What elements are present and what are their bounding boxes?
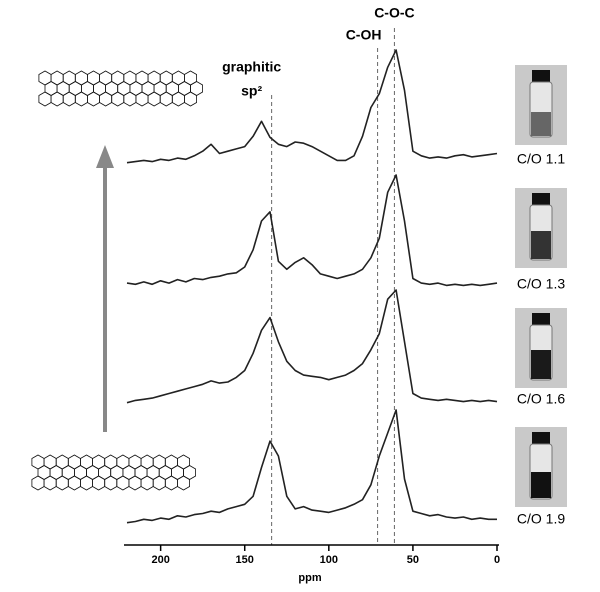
molecule-ring: [147, 91, 161, 107]
annotation-label: C-OH: [346, 27, 382, 43]
molecule-ring: [152, 475, 166, 491]
molecule-ring: [123, 91, 137, 107]
x-tick-label: 200: [151, 554, 169, 566]
molecule-ring: [99, 91, 113, 107]
molecule-ring: [74, 91, 88, 107]
molecule-ring: [164, 475, 178, 491]
spectrum-line: [126, 49, 498, 164]
x-tick-label: 50: [407, 554, 419, 566]
vial: [515, 65, 567, 145]
x-tick-label: 0: [494, 554, 500, 566]
molecule-ring: [62, 91, 76, 107]
molecule-ring: [135, 91, 149, 107]
series-label: C/O 1.6: [517, 391, 565, 407]
molecule-ring: [38, 91, 52, 107]
vial: [515, 308, 567, 388]
molecule-ring: [55, 475, 69, 491]
molecule-ring: [67, 475, 81, 491]
molecule-ring: [31, 475, 45, 491]
molecule-ring: [43, 475, 57, 491]
molecule-ring: [171, 91, 185, 107]
annotation-label: graphitic: [222, 59, 281, 75]
x-tick-label: 100: [320, 554, 338, 566]
decoration: [31, 65, 567, 507]
spectrum-line: [126, 174, 498, 287]
molecule-ring: [50, 91, 64, 107]
vial: [515, 427, 567, 507]
molecule-ring: [140, 475, 154, 491]
molecule-ring: [80, 475, 93, 491]
vial: [515, 188, 567, 268]
arrow-head: [96, 145, 114, 168]
molecule-ring: [111, 91, 125, 107]
molecule-ring: [183, 91, 198, 107]
spectrum-line: [126, 409, 497, 524]
annotation-label: C-O-C: [374, 5, 414, 21]
series-label: C/O 1.9: [517, 511, 565, 527]
annotation-label: sp²: [241, 83, 262, 99]
molecule-ring: [176, 475, 191, 491]
x-axis-label: ppm: [298, 572, 321, 584]
series-label: C/O 1.1: [517, 151, 565, 167]
series-label: C/O 1.3: [517, 276, 565, 292]
molecule-ring: [116, 475, 130, 491]
spectrum-line: [126, 289, 498, 404]
molecule-ring: [128, 475, 142, 491]
molecule-ring: [159, 91, 173, 107]
molecule-ring: [87, 91, 100, 107]
molecule-ring: [104, 475, 118, 491]
molecule-ring: [92, 475, 106, 491]
x-tick-label: 150: [236, 554, 254, 566]
